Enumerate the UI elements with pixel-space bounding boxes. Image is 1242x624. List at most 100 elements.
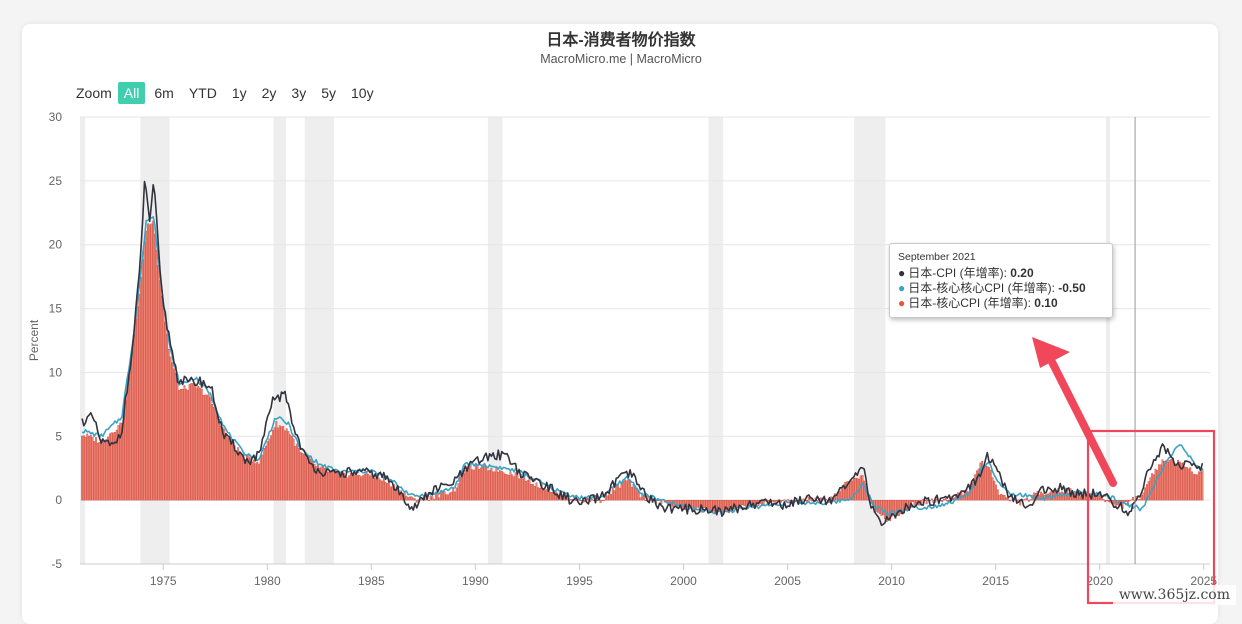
core-cpi-bar	[1184, 467, 1185, 500]
core-cpi-bar	[173, 369, 174, 500]
core-cpi-bar	[888, 500, 889, 518]
core-cpi-bar	[737, 500, 738, 507]
core-cpi-bar	[272, 430, 273, 500]
core-cpi-bar	[227, 438, 228, 501]
core-cpi-bar	[817, 500, 818, 501]
core-cpi-bar	[409, 497, 410, 500]
core-cpi-bar	[463, 473, 464, 500]
core-cpi-bar	[484, 465, 485, 500]
core-cpi-bar	[335, 471, 336, 501]
core-cpi-bar	[1198, 472, 1199, 501]
core-cpi-bar	[277, 428, 278, 500]
core-cpi-bar	[1009, 500, 1010, 501]
core-cpi-bar	[1132, 497, 1133, 500]
core-cpi-bar	[331, 470, 332, 500]
core-cpi-bar	[624, 480, 625, 500]
core-cpi-bar	[704, 500, 705, 508]
core-cpi-bar	[550, 492, 551, 500]
core-cpi-bar	[1162, 460, 1163, 500]
core-cpi-bar	[544, 490, 545, 500]
core-cpi-bar	[1125, 500, 1126, 502]
core-cpi-bar	[83, 436, 84, 500]
core-cpi-bar	[451, 492, 452, 500]
core-cpi-bar	[161, 296, 162, 500]
core-cpi-bar	[739, 500, 740, 505]
core-cpi-bar	[380, 480, 381, 500]
core-cpi-bar	[603, 500, 604, 501]
core-cpi-bar	[607, 496, 608, 500]
x-tick-label: 2000	[670, 574, 697, 588]
core-cpi-bar	[288, 431, 289, 500]
core-cpi-bar	[487, 471, 488, 501]
core-cpi-bar	[1103, 499, 1104, 500]
core-cpi-bar	[473, 470, 474, 500]
core-cpi-bar	[494, 472, 495, 500]
core-cpi-bar	[518, 479, 519, 501]
core-cpi-bar	[383, 478, 384, 500]
core-cpi-bar	[239, 453, 240, 500]
core-cpi-bar	[322, 467, 323, 501]
core-cpi-bar	[102, 439, 103, 500]
core-cpi-bar	[208, 394, 209, 500]
core-cpi-bar	[224, 429, 225, 500]
core-cpi-bar	[1098, 496, 1099, 500]
core-cpi-bar	[773, 500, 774, 502]
core-cpi-bar	[1193, 474, 1194, 500]
y-tick-label: 20	[49, 238, 63, 252]
core-cpi-bar	[517, 475, 518, 500]
core-cpi-bar	[338, 472, 339, 500]
core-cpi-bar	[1169, 460, 1170, 500]
core-cpi-bar	[137, 306, 138, 500]
core-cpi-bar	[206, 395, 207, 500]
core-cpi-bar	[198, 386, 199, 500]
core-cpi-bar	[336, 472, 337, 500]
core-cpi-bar	[1139, 499, 1140, 500]
core-cpi-bar	[303, 454, 304, 500]
core-cpi-bar	[435, 493, 436, 500]
core-cpi-bar	[213, 407, 214, 500]
core-cpi-bar	[994, 481, 995, 500]
core-cpi-bar	[784, 500, 785, 501]
core-cpi-bar	[1186, 467, 1187, 500]
core-cpi-bar	[128, 377, 129, 500]
core-cpi-bar	[1006, 498, 1007, 501]
core-cpi-bar	[256, 462, 257, 500]
core-cpi-bar	[612, 488, 613, 500]
core-cpi-bar	[142, 259, 143, 500]
core-cpi-bar	[1144, 488, 1145, 500]
core-cpi-bar	[1157, 470, 1158, 500]
core-cpi-bar	[345, 476, 346, 500]
tooltip-value-core-core: -0.50	[1058, 281, 1085, 295]
core-cpi-bar	[1106, 500, 1107, 501]
core-cpi-bar	[90, 435, 91, 500]
tooltip-label-core: 日本-核心CPI (年增率):	[908, 296, 1031, 310]
core-cpi-bar	[172, 362, 173, 500]
core-cpi-bar	[449, 493, 450, 500]
core-cpi-bar	[942, 500, 943, 502]
core-cpi-bar	[600, 500, 601, 503]
core-cpi-bar	[475, 464, 476, 500]
core-cpi-bar	[610, 494, 611, 500]
core-cpi-bar	[694, 500, 695, 511]
core-cpi-bar	[617, 486, 618, 501]
x-tick-label: 2020	[1086, 574, 1113, 588]
core-cpi-bar	[222, 427, 223, 500]
core-cpi-bar	[230, 438, 231, 500]
core-cpi-bar	[839, 492, 840, 501]
core-cpi-bar	[187, 390, 188, 500]
core-cpi-bar	[220, 426, 221, 500]
core-cpi-bar	[215, 409, 216, 500]
core-cpi-bar	[354, 473, 355, 500]
core-cpi-bar	[333, 472, 334, 500]
core-cpi-bar	[175, 373, 176, 500]
core-cpi-bar	[283, 426, 284, 500]
core-cpi-bar	[506, 475, 507, 501]
core-cpi-bar	[165, 322, 166, 500]
core-cpi-bar	[352, 476, 353, 501]
core-cpi-bar	[454, 492, 455, 500]
core-cpi-bar	[104, 440, 105, 500]
core-cpi-bar	[106, 439, 107, 500]
core-cpi-bar	[388, 481, 389, 500]
core-cpi-bar	[468, 465, 469, 501]
core-cpi-bar	[194, 384, 195, 501]
